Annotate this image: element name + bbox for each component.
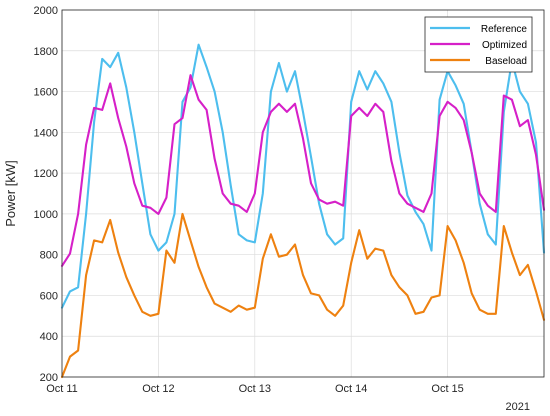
series-line-baseload — [60, 212, 546, 379]
x-tick-label: Oct 13 — [239, 383, 271, 395]
series-line-optimized — [60, 74, 546, 267]
y-tick-label: 1600 — [34, 87, 58, 99]
y-axis-ticks: 200 400 600 800 1000 1200 1400 1600 1800 2000 — [34, 5, 58, 384]
x-tick-label: Oct 12 — [142, 383, 174, 395]
x-tick-label: Oct 11 — [46, 383, 78, 395]
y-tick-label: 1000 — [34, 209, 58, 221]
series-line-reference — [60, 43, 546, 309]
legend-label-reference: Reference — [481, 24, 528, 35]
x-year-label: 2021 — [506, 401, 530, 413]
legend-label-optimized: Optimized — [482, 40, 527, 51]
legend-label-baseload: Baseload — [485, 56, 527, 67]
y-tick-label: 400 — [40, 331, 58, 343]
y-axis-title: Power [kW] — [3, 160, 18, 226]
y-tick-label: 600 — [40, 290, 58, 302]
series-lines — [60, 43, 546, 379]
y-tick-label: 1200 — [34, 168, 58, 180]
legend: Reference Optimized Baseload — [424, 16, 533, 73]
y-tick-label: 1800 — [34, 46, 58, 58]
y-tick-label: 2000 — [34, 5, 58, 17]
x-tick-label: Oct 14 — [335, 383, 367, 395]
plot-frame — [61, 9, 545, 378]
x-tick-label: Oct 15 — [431, 383, 463, 395]
y-tick-label: 800 — [40, 250, 58, 262]
y-tick-label: 200 — [40, 372, 58, 384]
y-tick-label: 1400 — [34, 127, 58, 139]
x-axis-ticks: Oct 11 Oct 12 Oct 13 Oct 14 Oct 15 — [46, 383, 464, 395]
